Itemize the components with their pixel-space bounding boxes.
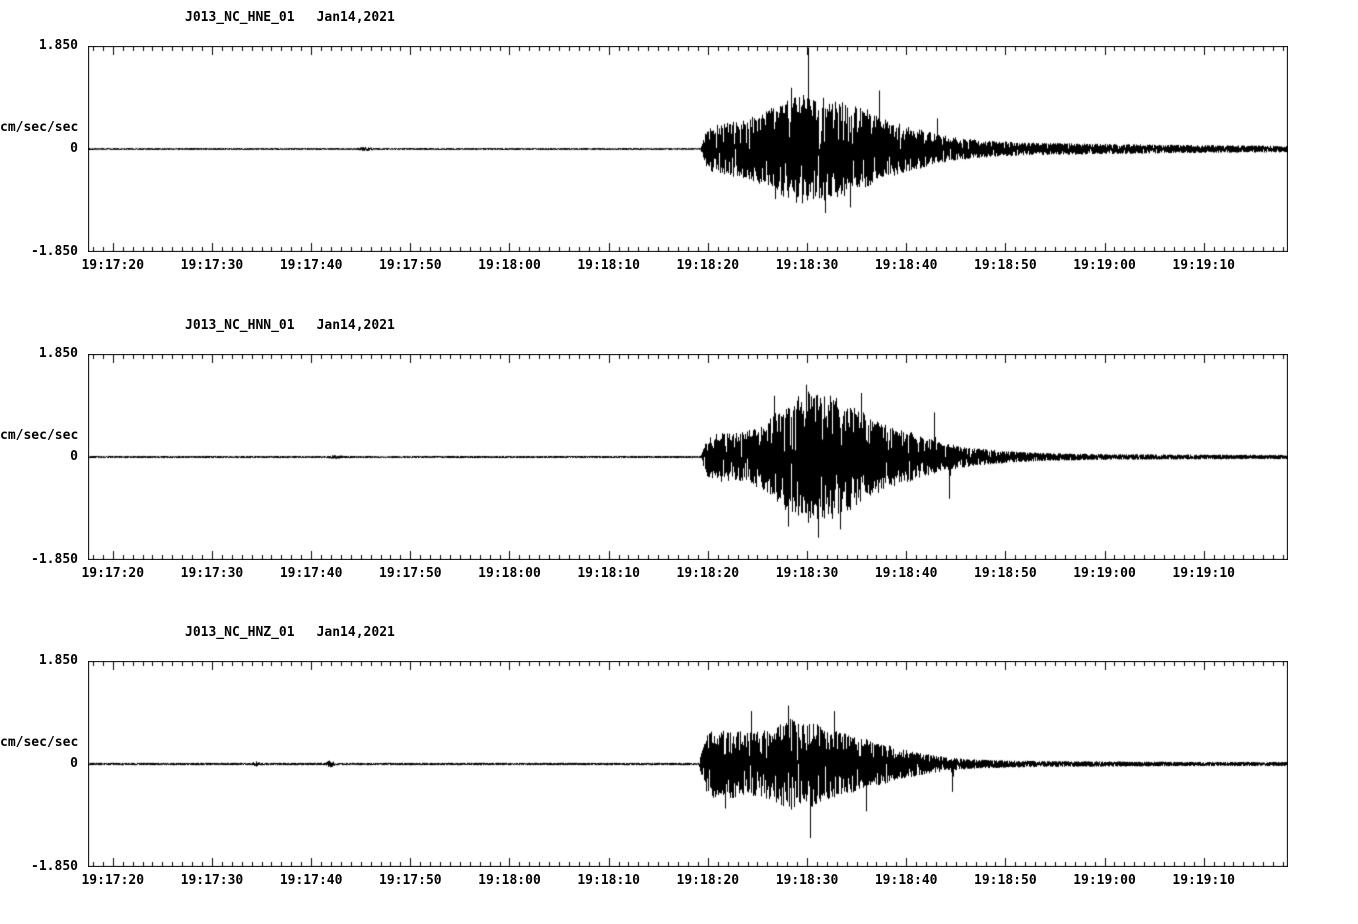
x-tick-label: 19:17:40 [279,258,343,273]
station-channel-label: J013_NC_HNE_01 [185,10,295,25]
x-tick-label: 19:19:10 [1172,566,1235,581]
x-tick-label: 19:18:30 [775,873,839,888]
y-axis-units: cm/sec/sec [0,120,79,135]
x-tick-label: 19:17:30 [180,873,244,888]
x-tick-label: 19:17:40 [279,873,343,888]
x-tick-label: 19:17:30 [180,258,244,273]
x-tick-label: 19:18:50 [974,566,1037,581]
y-tick-zero: 0 [70,756,78,771]
x-tick-label: 19:18:40 [874,566,938,581]
x-tick-label: 19:18:00 [478,566,541,581]
y-tick-min: -1.850 [31,859,78,874]
date-label: Jan14,2021 [316,10,395,25]
y-axis-units: cm/sec/sec [0,735,79,750]
x-tick-label: 19:19:00 [1073,258,1136,273]
y-tick-zero: 0 [70,141,78,156]
x-tick-label: 19:18:40 [874,873,938,888]
x-tick-label: 19:19:10 [1172,873,1235,888]
y-tick-max: 1.850 [38,38,78,53]
y-tick-max: 1.850 [38,346,78,361]
x-tick-label: 19:17:50 [379,566,442,581]
x-tick-label: 19:19:00 [1073,873,1136,888]
y-tick-zero: 0 [70,449,78,464]
x-tick-label: 19:17:30 [180,566,244,581]
x-tick-label: 19:18:50 [974,258,1037,273]
waveform-canvas-hnn [88,354,1288,560]
x-tick-label: 19:17:20 [81,873,145,888]
trace-title: J013_NC_HNZ_01 Jan14,2021 [185,625,395,640]
y-tick-min: -1.850 [31,244,78,259]
x-tick-label: 19:18:00 [478,258,541,273]
seismogram-panel-hnz: J013_NC_HNZ_01 Jan14,2021 1.850 cm/sec/s… [0,621,1358,921]
trace-title: J013_NC_HNN_01 Jan14,2021 [185,318,395,333]
y-tick-max: 1.850 [38,653,78,668]
x-tick-label: 19:17:50 [379,258,442,273]
x-tick-label: 19:18:10 [577,258,640,273]
x-tick-label: 19:18:30 [775,566,839,581]
date-label: Jan14,2021 [316,318,395,333]
y-axis-units: cm/sec/sec [0,428,79,443]
x-tick-label: 19:18:40 [874,258,938,273]
x-tick-label: 19:18:00 [478,873,541,888]
x-tick-label: 19:18:30 [775,258,839,273]
station-channel-label: J013_NC_HNZ_01 [185,625,295,640]
x-tick-label: 19:17:20 [81,566,145,581]
trace-title: J013_NC_HNE_01 Jan14,2021 [185,10,395,25]
x-tick-label: 19:19:00 [1073,566,1136,581]
seismogram-panel-hne: J013_NC_HNE_01 Jan14,2021 1.850 cm/sec/s… [0,6,1358,306]
x-tick-label: 19:18:10 [577,566,640,581]
date-label: Jan14,2021 [316,625,395,640]
waveform-canvas-hne [88,46,1288,252]
y-tick-min: -1.850 [31,552,78,567]
x-tick-label: 19:18:20 [676,566,740,581]
station-channel-label: J013_NC_HNN_01 [185,318,295,333]
x-tick-label: 19:17:20 [81,258,145,273]
x-tick-label: 19:18:20 [676,873,740,888]
x-tick-label: 19:18:50 [974,873,1037,888]
x-tick-label: 19:17:40 [279,566,343,581]
seismogram-panel-hnn: J013_NC_HNN_01 Jan14,2021 1.850 cm/sec/s… [0,314,1358,614]
x-tick-label: 19:18:20 [676,258,740,273]
waveform-canvas-hnz [88,661,1288,867]
x-tick-label: 19:19:10 [1172,258,1235,273]
x-tick-label: 19:17:50 [379,873,442,888]
x-tick-label: 19:18:10 [577,873,640,888]
